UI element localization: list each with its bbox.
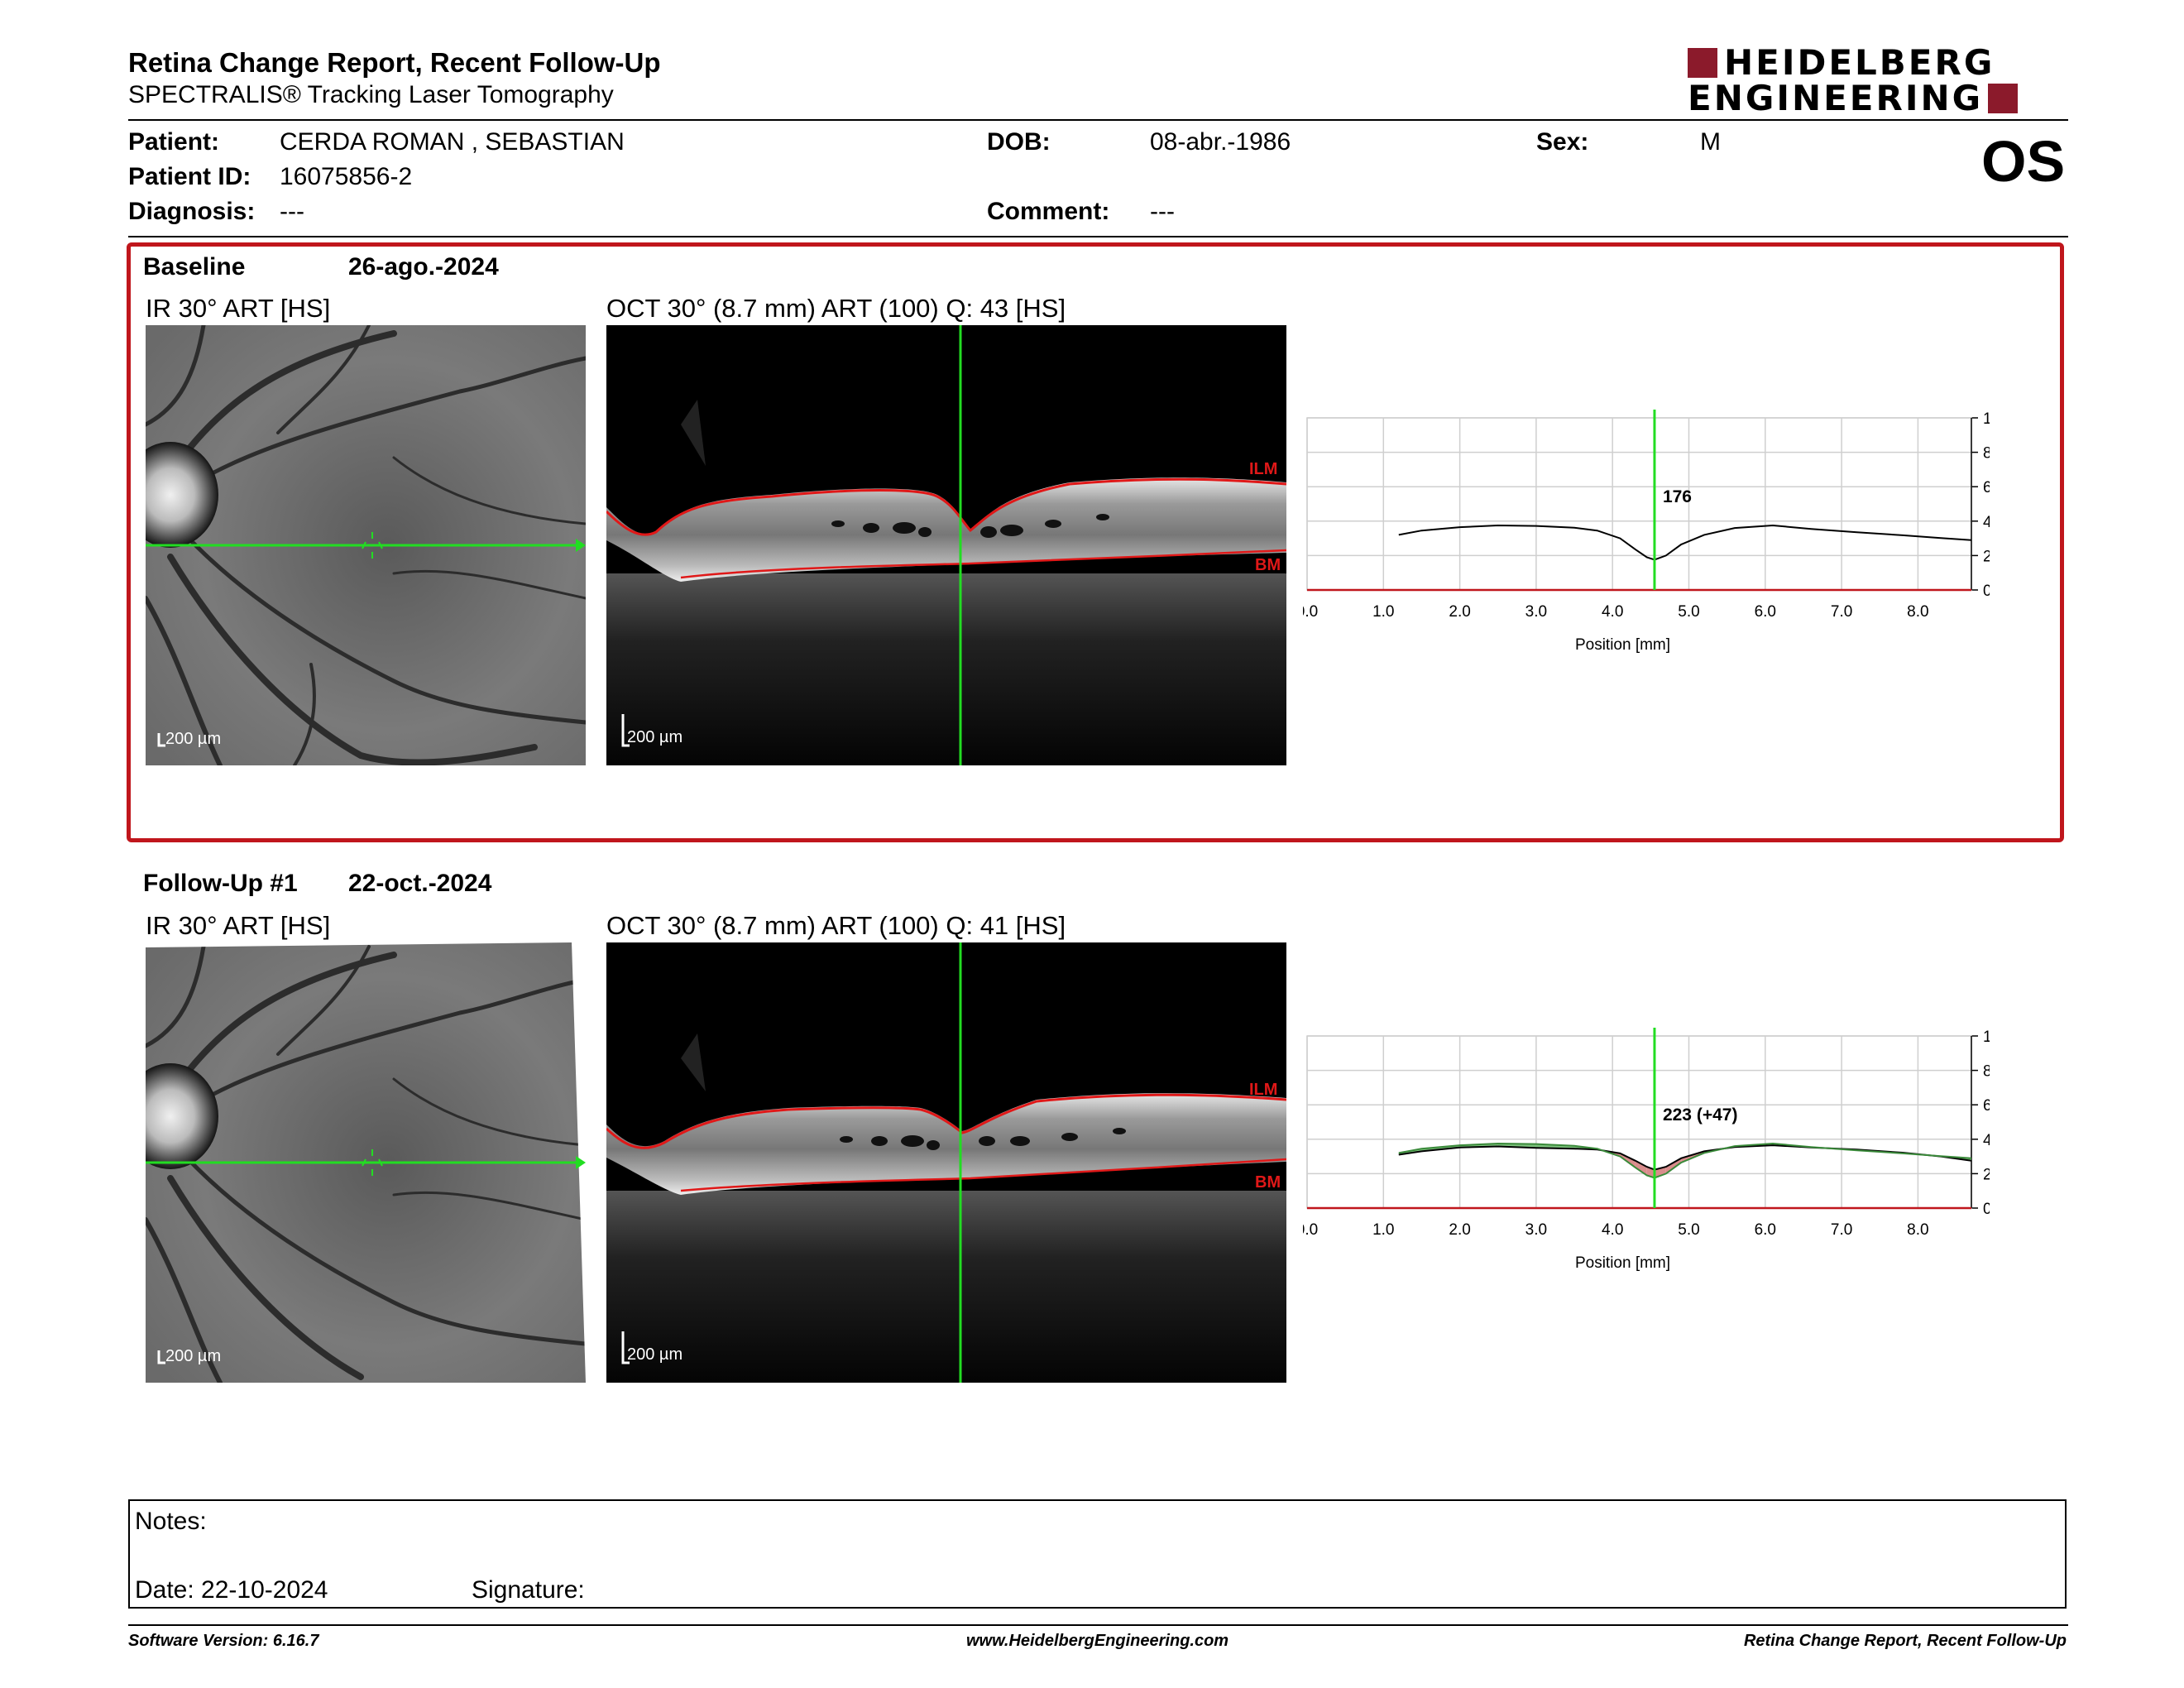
x-tick-label: 3.0 bbox=[1525, 1221, 1547, 1239]
x-tick-label: 2.0 bbox=[1449, 1221, 1470, 1239]
baseline-oct-bscan bbox=[606, 325, 1286, 765]
followup-oct-caption: OCT 30° (8.7 mm) ART (100) Q: 41 [HS] bbox=[606, 911, 1066, 940]
baseline-oct-caption: OCT 30° (8.7 mm) ART (100) Q: 43 [HS] bbox=[606, 294, 1066, 323]
baseline-ir-caption: IR 30° ART [HS] bbox=[146, 294, 331, 323]
signature-label: Signature: bbox=[472, 1576, 585, 1604]
y-tick-label: 600 bbox=[1983, 479, 1990, 496]
patient-name: CERDA ROMAN , SEBASTIAN bbox=[280, 128, 625, 156]
y-tick-label: 400 bbox=[1983, 1132, 1990, 1149]
patient-divider bbox=[128, 236, 2068, 237]
followup-bm-label: BM bbox=[1255, 1173, 1281, 1192]
baseline-thickness-chart: 0.0 1.0 2.0 3.0 4.0 5.0 6.0 7.0 8.0 0 200 400 600 800… bbox=[1296, 410, 2043, 674]
comment-label: Comment: bbox=[987, 198, 1110, 225]
dob-value: 08-abr.-1986 bbox=[1150, 128, 1291, 156]
baseline-date: 26-ago.-2024 bbox=[348, 253, 499, 281]
x-tick-label: 6.0 bbox=[1755, 603, 1776, 621]
eye-indicator: OS bbox=[1981, 129, 2066, 194]
followup-ilm-label: ILM bbox=[1249, 1081, 1278, 1099]
x-tick-label: 1.0 bbox=[1372, 603, 1394, 621]
y-tick-label: 1000 bbox=[1983, 1029, 1990, 1046]
baseline-ir-fundus-image bbox=[146, 325, 586, 765]
patient-id-label: Patient ID: bbox=[128, 163, 251, 190]
cursor-thickness-label: 223 (+47) bbox=[1663, 1105, 1737, 1125]
footer-website[interactable]: www.HeidelbergEngineering.com bbox=[966, 1632, 1229, 1650]
baseline-ilm-label: ILM bbox=[1249, 460, 1278, 478]
footer-software-version: Software Version: 6.16.7 bbox=[128, 1632, 319, 1650]
x-tick-label: 7.0 bbox=[1831, 603, 1852, 621]
thickness-increase-area bbox=[1665, 1158, 1682, 1174]
followup-thickness-chart-svg: 0.0 1.0 2.0 3.0 4.0 5.0 6.0 7.0 8.0 0 200 400 600 800… bbox=[1296, 1028, 2043, 1272]
comment-value: --- bbox=[1150, 198, 1175, 225]
x-axis-label: Position [mm] bbox=[1575, 636, 1670, 654]
baseline-ir-scale: 200 µm bbox=[165, 730, 222, 748]
y-tick-label: 1000 bbox=[1983, 410, 1990, 428]
followup-date: 22-oct.-2024 bbox=[348, 870, 492, 897]
followup-ir-fundus-image bbox=[146, 942, 586, 1383]
x-tick-label: 1.0 bbox=[1372, 1221, 1394, 1239]
patient-id: 16075856-2 bbox=[280, 163, 413, 190]
notes-date: Date: 22-10-2024 bbox=[135, 1576, 328, 1604]
followup-oct-scale: 200 µm bbox=[627, 1345, 683, 1364]
plot-frame bbox=[1306, 1035, 1972, 1209]
diagnosis-value: --- bbox=[280, 198, 304, 225]
x-tick-label: 5.0 bbox=[1678, 1221, 1699, 1239]
x-tick-label: 2.0 bbox=[1449, 603, 1470, 621]
report-title: Retina Change Report, Recent Follow-Up bbox=[128, 47, 661, 78]
thickness-increase-area bbox=[1635, 1160, 1647, 1176]
y-tick-label: 0 bbox=[1983, 583, 1990, 600]
sex-value: M bbox=[1700, 128, 1721, 156]
followup-ir-caption: IR 30° ART [HS] bbox=[146, 911, 331, 940]
baseline-thickness-chart-svg: 0.0 1.0 2.0 3.0 4.0 5.0 6.0 7.0 8.0 0 200 400 600 800… bbox=[1296, 410, 2043, 654]
brand-logo: HEIDELBERG bbox=[1688, 42, 1995, 83]
y-tick-label: 400 bbox=[1983, 514, 1990, 531]
x-tick-label: 8.0 bbox=[1907, 1221, 1928, 1239]
notes-label: Notes: bbox=[135, 1508, 207, 1535]
y-tick-label: 800 bbox=[1983, 445, 1990, 463]
notes-box[interactable] bbox=[128, 1499, 2067, 1609]
y-tick-label: 200 bbox=[1983, 548, 1990, 565]
x-tick-label: 8.0 bbox=[1907, 603, 1928, 621]
x-tick-label: 0.0 bbox=[1303, 603, 1318, 621]
y-tick-label: 600 bbox=[1983, 1097, 1990, 1115]
logo-text-line1: HEIDELBERG bbox=[1724, 42, 1995, 83]
thickness-series-line bbox=[1398, 1144, 1972, 1171]
x-axis-label: Position [mm] bbox=[1575, 1254, 1670, 1272]
baseline-frame bbox=[127, 242, 2064, 842]
baseline-bm-label: BM bbox=[1255, 556, 1281, 574]
thickness-series-line bbox=[1398, 524, 1972, 561]
y-tick-label: 200 bbox=[1983, 1166, 1990, 1183]
sex-label: Sex: bbox=[1536, 128, 1589, 156]
y-tick-label: 800 bbox=[1983, 1063, 1990, 1081]
logo-text-line2: ENGINEERING bbox=[1688, 78, 1984, 118]
x-tick-label: 7.0 bbox=[1831, 1221, 1852, 1239]
y-tick-label: 0 bbox=[1983, 1201, 1990, 1218]
thickness-series-line bbox=[1398, 1142, 1972, 1179]
header-divider bbox=[128, 119, 2068, 121]
diagnosis-label: Diagnosis: bbox=[128, 198, 256, 225]
x-tick-label: 0.0 bbox=[1303, 1221, 1318, 1239]
x-tick-label: 3.0 bbox=[1525, 603, 1547, 621]
baseline-oct-scale: 200 µm bbox=[627, 728, 683, 746]
report-subtitle: SPECTRALIS® Tracking Laser Tomography bbox=[128, 81, 614, 108]
x-tick-label: 4.0 bbox=[1602, 1221, 1623, 1239]
x-tick-label: 4.0 bbox=[1602, 603, 1623, 621]
followup-oct-bscan bbox=[606, 942, 1286, 1383]
patient-label: Patient: bbox=[128, 128, 220, 156]
baseline-label: Baseline bbox=[143, 253, 246, 281]
cursor-thickness-label: 176 bbox=[1663, 487, 1692, 506]
followup-thickness-chart: 0.0 1.0 2.0 3.0 4.0 5.0 6.0 7.0 8.0 0 200 400 600 800… bbox=[1296, 1028, 2043, 1292]
brand-logo-line2: ENGINEERING bbox=[1688, 78, 2019, 118]
x-tick-label: 5.0 bbox=[1678, 603, 1699, 621]
plot-frame bbox=[1306, 417, 1972, 591]
footer-divider bbox=[128, 1624, 2068, 1626]
followup-label: Follow-Up #1 bbox=[143, 870, 298, 897]
x-tick-label: 6.0 bbox=[1755, 1221, 1776, 1239]
footer-report-name: Retina Change Report, Recent Follow-Up bbox=[1743, 1632, 2067, 1650]
followup-ir-scale: 200 µm bbox=[165, 1347, 222, 1365]
dob-label: DOB: bbox=[987, 128, 1051, 156]
